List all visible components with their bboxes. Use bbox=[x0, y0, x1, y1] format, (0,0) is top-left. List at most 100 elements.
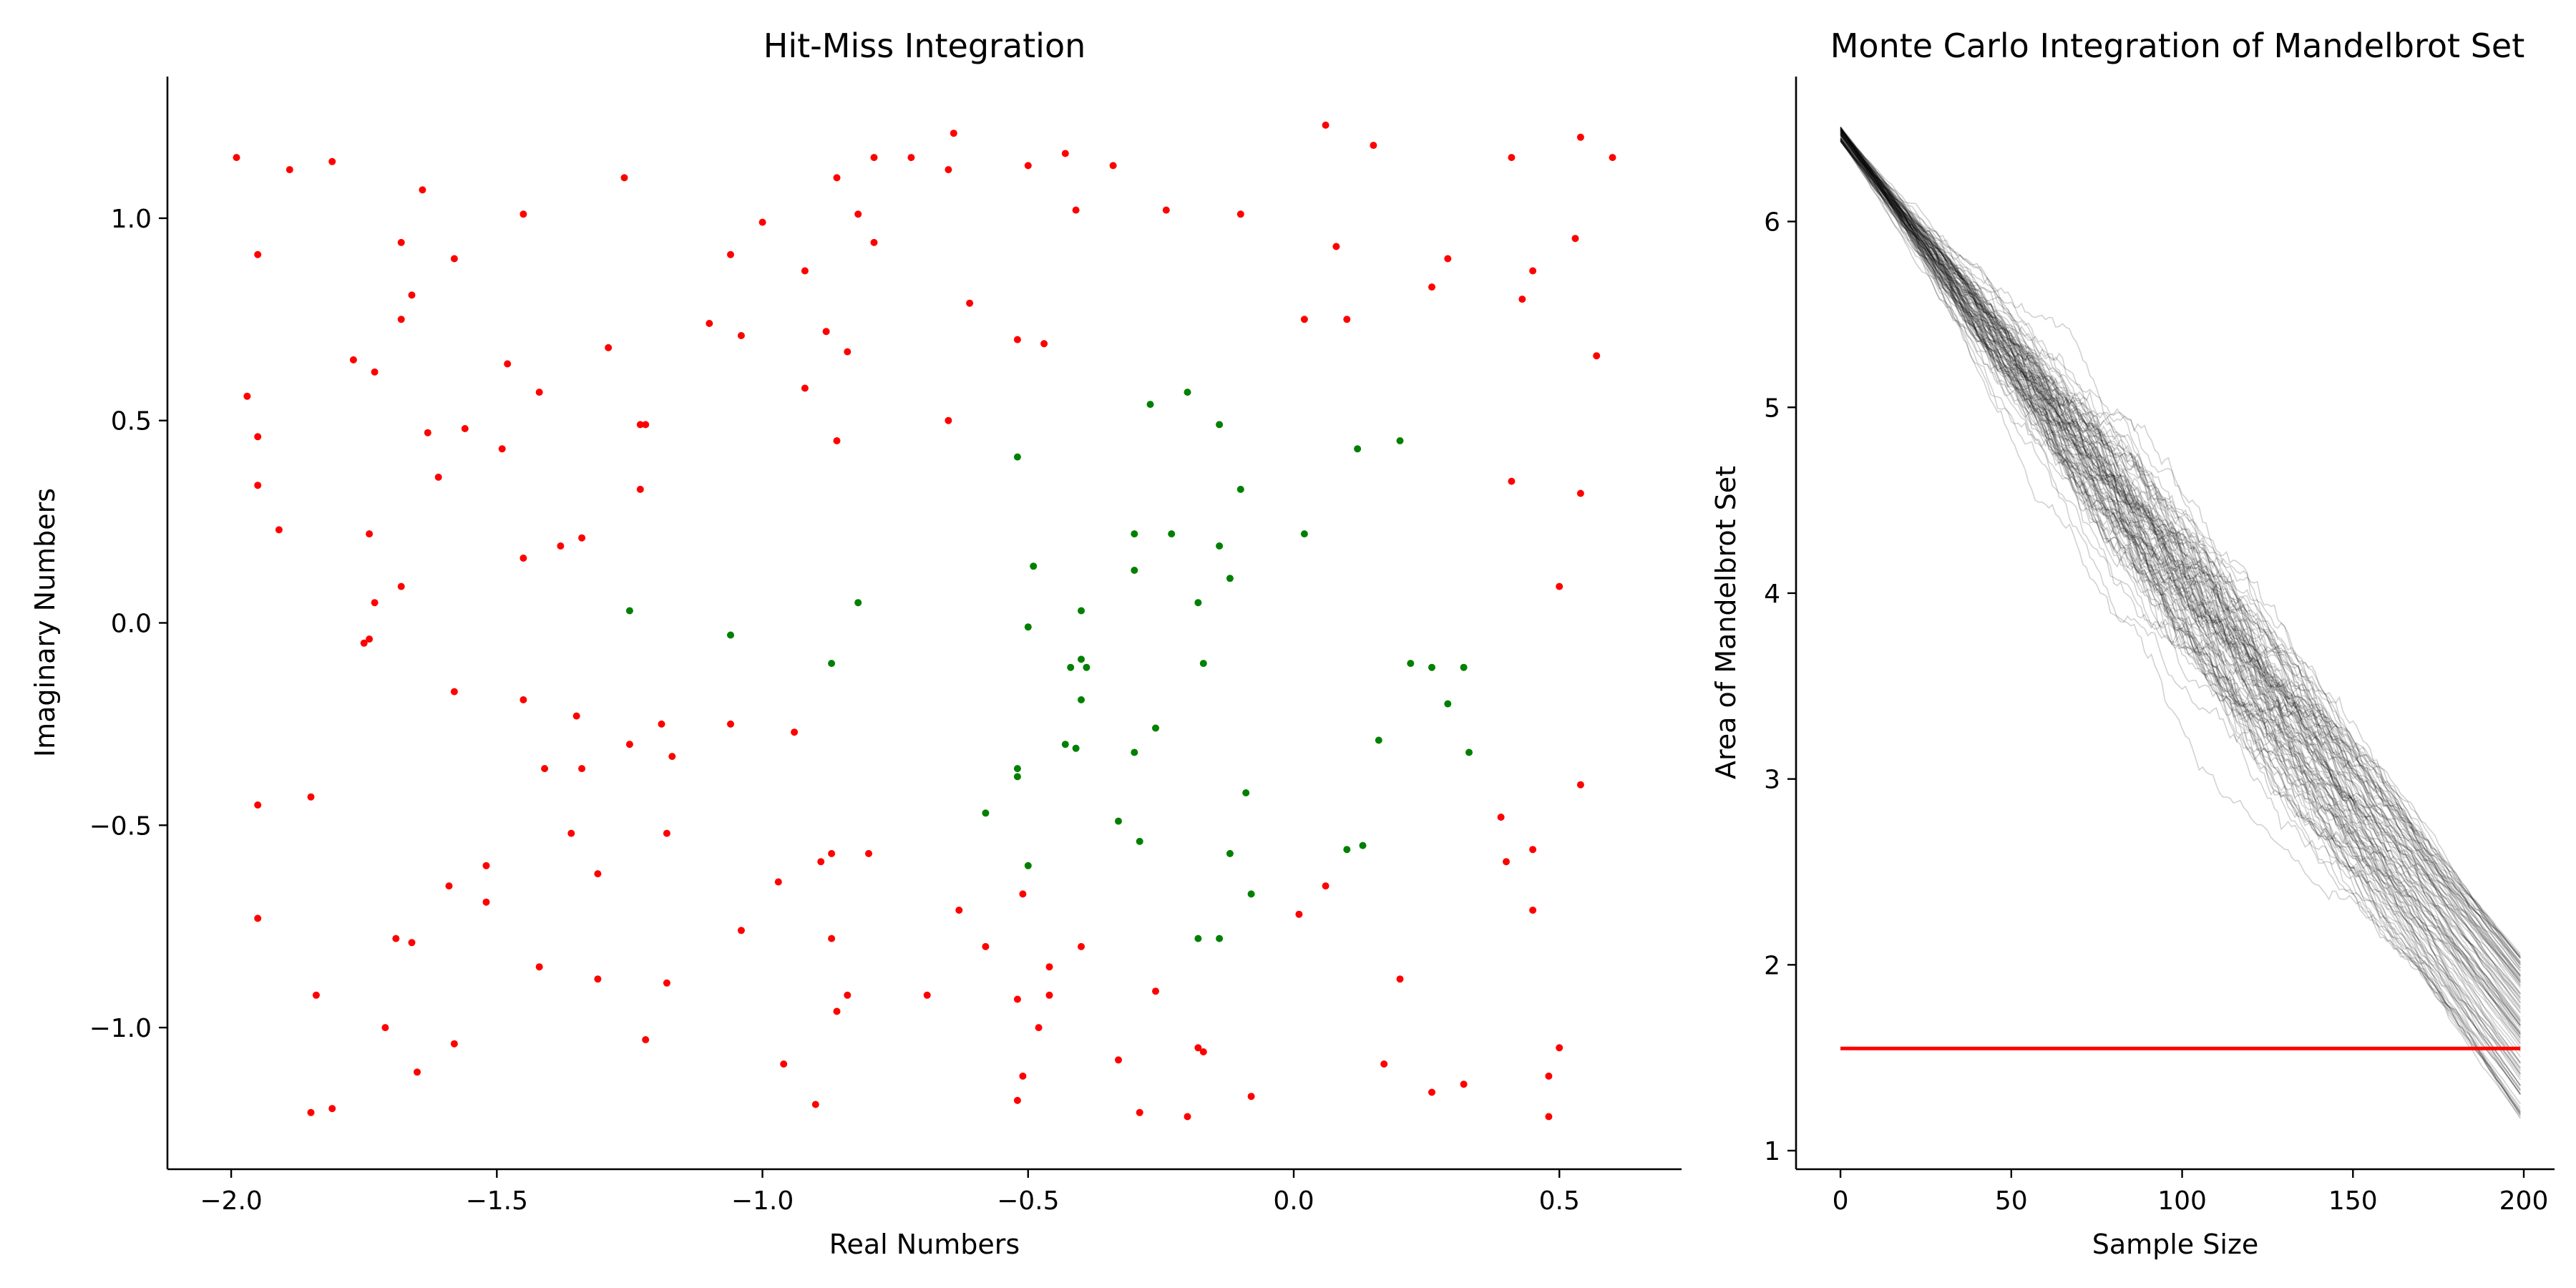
scatter-point bbox=[381, 1024, 389, 1032]
monte-carlo-run-line bbox=[1840, 128, 2521, 1116]
scatter-point bbox=[1247, 890, 1255, 898]
monte-carlo-run-line bbox=[1840, 132, 2521, 1116]
monte-carlo-run-line bbox=[1840, 135, 2521, 1000]
scatter-point bbox=[1508, 477, 1516, 485]
scatter-point bbox=[1242, 789, 1250, 796]
monte-carlo-run-line bbox=[1840, 141, 2521, 1010]
scatter-point bbox=[519, 696, 527, 703]
scatter-point bbox=[1226, 575, 1234, 582]
monte-carlo-run-line bbox=[1840, 131, 2521, 1063]
monte-carlo-run-line bbox=[1840, 137, 2521, 972]
x-tick-label: −2.0 bbox=[200, 1186, 262, 1216]
monte-carlo-run-line bbox=[1840, 139, 2521, 1039]
scatter-point bbox=[1428, 663, 1435, 671]
scatter-point bbox=[1518, 296, 1526, 303]
monte-carlo-run-line bbox=[1840, 132, 2521, 1007]
x-ticks: 0 50 100 150 200 bbox=[1833, 1169, 2548, 1216]
scatter-points bbox=[233, 121, 1616, 1121]
scatter-point bbox=[1529, 907, 1537, 914]
scatter-point bbox=[254, 250, 262, 258]
scatter-point bbox=[1199, 1048, 1207, 1055]
scatter-point bbox=[1556, 582, 1563, 590]
monte-carlo-run-line bbox=[1840, 137, 2521, 1022]
monte-carlo-run-line bbox=[1840, 131, 2521, 1111]
scatter-point bbox=[450, 255, 458, 263]
scatter-point bbox=[519, 210, 527, 218]
scatter-point bbox=[397, 582, 405, 590]
scatter-point bbox=[1216, 542, 1224, 550]
monte-carlo-run-line bbox=[1840, 138, 2521, 1071]
scatter-point bbox=[1508, 154, 1516, 162]
scatter-point bbox=[1576, 133, 1584, 141]
monte-carlo-run-line bbox=[1840, 140, 2521, 1094]
scatter-point bbox=[1396, 975, 1404, 983]
monte-carlo-run-line bbox=[1840, 132, 2521, 984]
scatter-point bbox=[1460, 663, 1468, 671]
scatter-point bbox=[1146, 401, 1154, 409]
scatter-point bbox=[1465, 748, 1473, 756]
scatter-point bbox=[727, 720, 734, 728]
scatter-point bbox=[870, 154, 878, 162]
scatter-point bbox=[498, 445, 506, 453]
y-tick-label: 4 bbox=[1764, 580, 1780, 609]
scatter-point bbox=[1370, 142, 1377, 150]
monte-carlo-run-line bbox=[1840, 129, 2521, 1025]
scatter-point bbox=[408, 291, 416, 299]
scatter-point bbox=[371, 368, 379, 376]
scatter-point bbox=[1013, 995, 1021, 1003]
scatter-point bbox=[1396, 437, 1404, 444]
monte-carlo-run-line bbox=[1840, 126, 2521, 987]
monte-carlo-run-line bbox=[1840, 129, 2521, 959]
x-tick-label: 50 bbox=[1995, 1186, 2028, 1216]
scatter-point bbox=[1152, 987, 1159, 995]
scatter-point bbox=[254, 433, 262, 441]
monte-carlo-run-line bbox=[1840, 136, 2521, 1113]
scatter-point bbox=[1184, 389, 1191, 396]
scatter-point bbox=[620, 174, 628, 182]
scatter-point bbox=[286, 166, 293, 174]
scatter-point bbox=[663, 979, 670, 987]
scatter-point bbox=[567, 829, 575, 837]
scatter-point bbox=[1529, 846, 1537, 854]
scatter-point bbox=[1529, 267, 1537, 275]
chart-title: Monte Carlo Integration of Mandelbrot Se… bbox=[1830, 26, 2525, 65]
monte-carlo-run-line bbox=[1840, 131, 2521, 1035]
monte-carlo-run-line bbox=[1840, 133, 2521, 964]
scatter-point bbox=[923, 991, 931, 999]
scatter-point bbox=[1247, 1093, 1255, 1101]
monte-carlo-run-line bbox=[1840, 137, 2521, 1095]
scatter-point bbox=[833, 174, 841, 182]
scatter-point bbox=[1194, 1044, 1202, 1052]
monte-carlo-run-line bbox=[1840, 127, 2521, 971]
monte-carlo-run-line bbox=[1840, 137, 2521, 957]
scatter-point bbox=[1354, 445, 1362, 453]
scatter-point bbox=[1162, 206, 1170, 214]
scatter-point bbox=[1593, 352, 1601, 360]
scatter-point bbox=[1024, 862, 1032, 869]
scatter-point bbox=[445, 882, 453, 890]
monte-carlo-run-line bbox=[1840, 140, 2521, 977]
scatter-point bbox=[945, 166, 952, 174]
monte-carlo-run-line bbox=[1840, 126, 2521, 983]
scatter-point bbox=[1444, 700, 1452, 708]
monte-carlo-run-line bbox=[1840, 131, 2521, 1069]
monte-carlo-run-line bbox=[1840, 140, 2521, 998]
y-tick-label: 0.0 bbox=[111, 610, 152, 639]
scatter-point bbox=[392, 935, 400, 942]
scatter-point bbox=[1131, 530, 1138, 538]
scatter-point bbox=[275, 526, 283, 534]
monte-carlo-run-line bbox=[1840, 128, 2521, 959]
scatter-point bbox=[504, 360, 512, 368]
monte-carlo-run-line bbox=[1840, 127, 2521, 1045]
scatter-point bbox=[1343, 846, 1351, 854]
scatter-point bbox=[1226, 849, 1234, 857]
scatter-point bbox=[1109, 162, 1117, 170]
scatter-point bbox=[833, 1008, 841, 1015]
scatter-point bbox=[594, 975, 602, 983]
scatter-point bbox=[541, 765, 549, 773]
scatter-point bbox=[1497, 814, 1505, 821]
scatter-point bbox=[360, 639, 368, 647]
scatter-point bbox=[254, 801, 262, 809]
scatter-point bbox=[450, 1040, 458, 1048]
monte-carlo-run-line bbox=[1840, 127, 2521, 969]
